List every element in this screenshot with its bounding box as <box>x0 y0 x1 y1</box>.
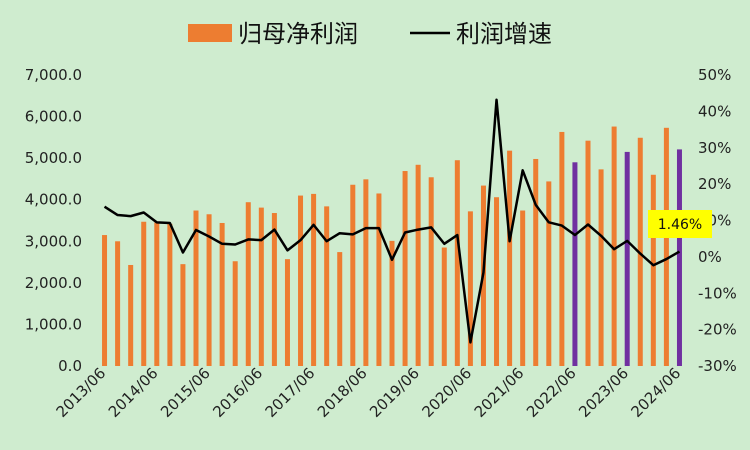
bar <box>533 158 539 366</box>
left-tick-label: 1,000.0 <box>25 315 82 333</box>
bar <box>663 127 669 366</box>
bar <box>546 181 552 366</box>
annotation: 1.46% <box>648 210 712 238</box>
x-tick-label: 2024/06 <box>627 364 684 421</box>
legend-bar-swatch <box>188 24 232 42</box>
bar <box>611 126 617 366</box>
annotation-box <box>648 210 712 238</box>
bar <box>245 202 251 366</box>
right-axis-ticks: -30%-20%-10%0%10%20%30%40%50% <box>698 66 737 375</box>
bar <box>376 193 382 366</box>
bar <box>520 210 526 366</box>
bar <box>650 174 656 366</box>
bar <box>598 169 604 366</box>
right-tick-label: 0% <box>698 248 722 266</box>
bar <box>219 222 225 366</box>
bar <box>167 223 173 366</box>
right-tick-label: 20% <box>698 175 731 193</box>
growth-line <box>103 98 681 344</box>
left-tick-label: 0.0 <box>58 357 82 375</box>
bar <box>232 261 238 366</box>
bar <box>428 177 434 366</box>
bar <box>271 213 277 366</box>
bar <box>441 247 447 366</box>
left-tick-label: 3,000.0 <box>25 232 82 250</box>
left-tick-label: 7,000.0 <box>25 66 82 84</box>
left-tick-label: 4,000.0 <box>25 191 82 209</box>
bar <box>298 195 304 366</box>
x-tick-label: 2015/06 <box>157 364 214 421</box>
legend: 归母净利润 利润增速 <box>188 20 552 48</box>
x-tick-label: 2016/06 <box>209 364 266 421</box>
bar <box>206 214 212 366</box>
x-tick-label: 2017/06 <box>262 364 319 421</box>
right-tick-label: 30% <box>698 139 731 157</box>
bar <box>180 264 186 366</box>
bar <box>559 131 565 366</box>
bar <box>624 151 630 366</box>
x-tick-label: 2019/06 <box>366 364 423 421</box>
right-tick-label: -30% <box>698 357 737 375</box>
x-tick-label: 2022/06 <box>523 364 580 421</box>
annotation-label: 1.46% <box>658 217 702 233</box>
bar <box>585 140 591 366</box>
left-tick-label: 6,000.0 <box>25 108 82 126</box>
bar <box>676 149 682 366</box>
bar <box>102 235 108 366</box>
bar <box>507 150 513 366</box>
x-axis-ticks: 2013/062014/062015/062016/062017/062018/… <box>53 364 685 421</box>
x-tick-label: 2023/06 <box>575 364 632 421</box>
bar <box>494 197 500 366</box>
bar <box>128 264 134 366</box>
bar <box>284 259 290 366</box>
bar <box>467 211 473 366</box>
bar <box>454 160 460 366</box>
bar <box>402 171 408 366</box>
bar <box>389 240 395 366</box>
x-tick-label: 2020/06 <box>418 364 475 421</box>
bar <box>572 162 578 366</box>
right-tick-label: -20% <box>698 321 737 339</box>
x-tick-label: 2014/06 <box>105 364 162 421</box>
bar <box>193 210 199 366</box>
right-tick-label: -10% <box>698 284 737 302</box>
x-tick-label: 2021/06 <box>471 364 528 421</box>
x-tick-label: 2018/06 <box>314 364 371 421</box>
right-tick-label: 50% <box>698 66 731 84</box>
line-series <box>103 98 681 344</box>
right-tick-label: 40% <box>698 102 731 120</box>
bar <box>337 252 343 366</box>
legend-label-line: 利润增速 <box>456 20 552 48</box>
bar <box>141 221 147 366</box>
bar <box>324 206 330 366</box>
left-axis-ticks: 0.0 1,000.0 2,000.0 3,000.0 4,000.0 5,000.0 6,… <box>25 66 82 375</box>
legend-label-bar: 归母净利润 <box>238 20 358 48</box>
bar <box>115 241 121 366</box>
bar <box>350 184 356 366</box>
bar <box>258 207 264 366</box>
left-tick-label: 2,000.0 <box>25 274 82 292</box>
bar-series <box>102 126 682 366</box>
bar <box>154 222 160 366</box>
bar <box>363 179 369 366</box>
left-tick-label: 5,000.0 <box>25 149 82 167</box>
bar <box>311 193 317 366</box>
bar <box>415 164 421 366</box>
